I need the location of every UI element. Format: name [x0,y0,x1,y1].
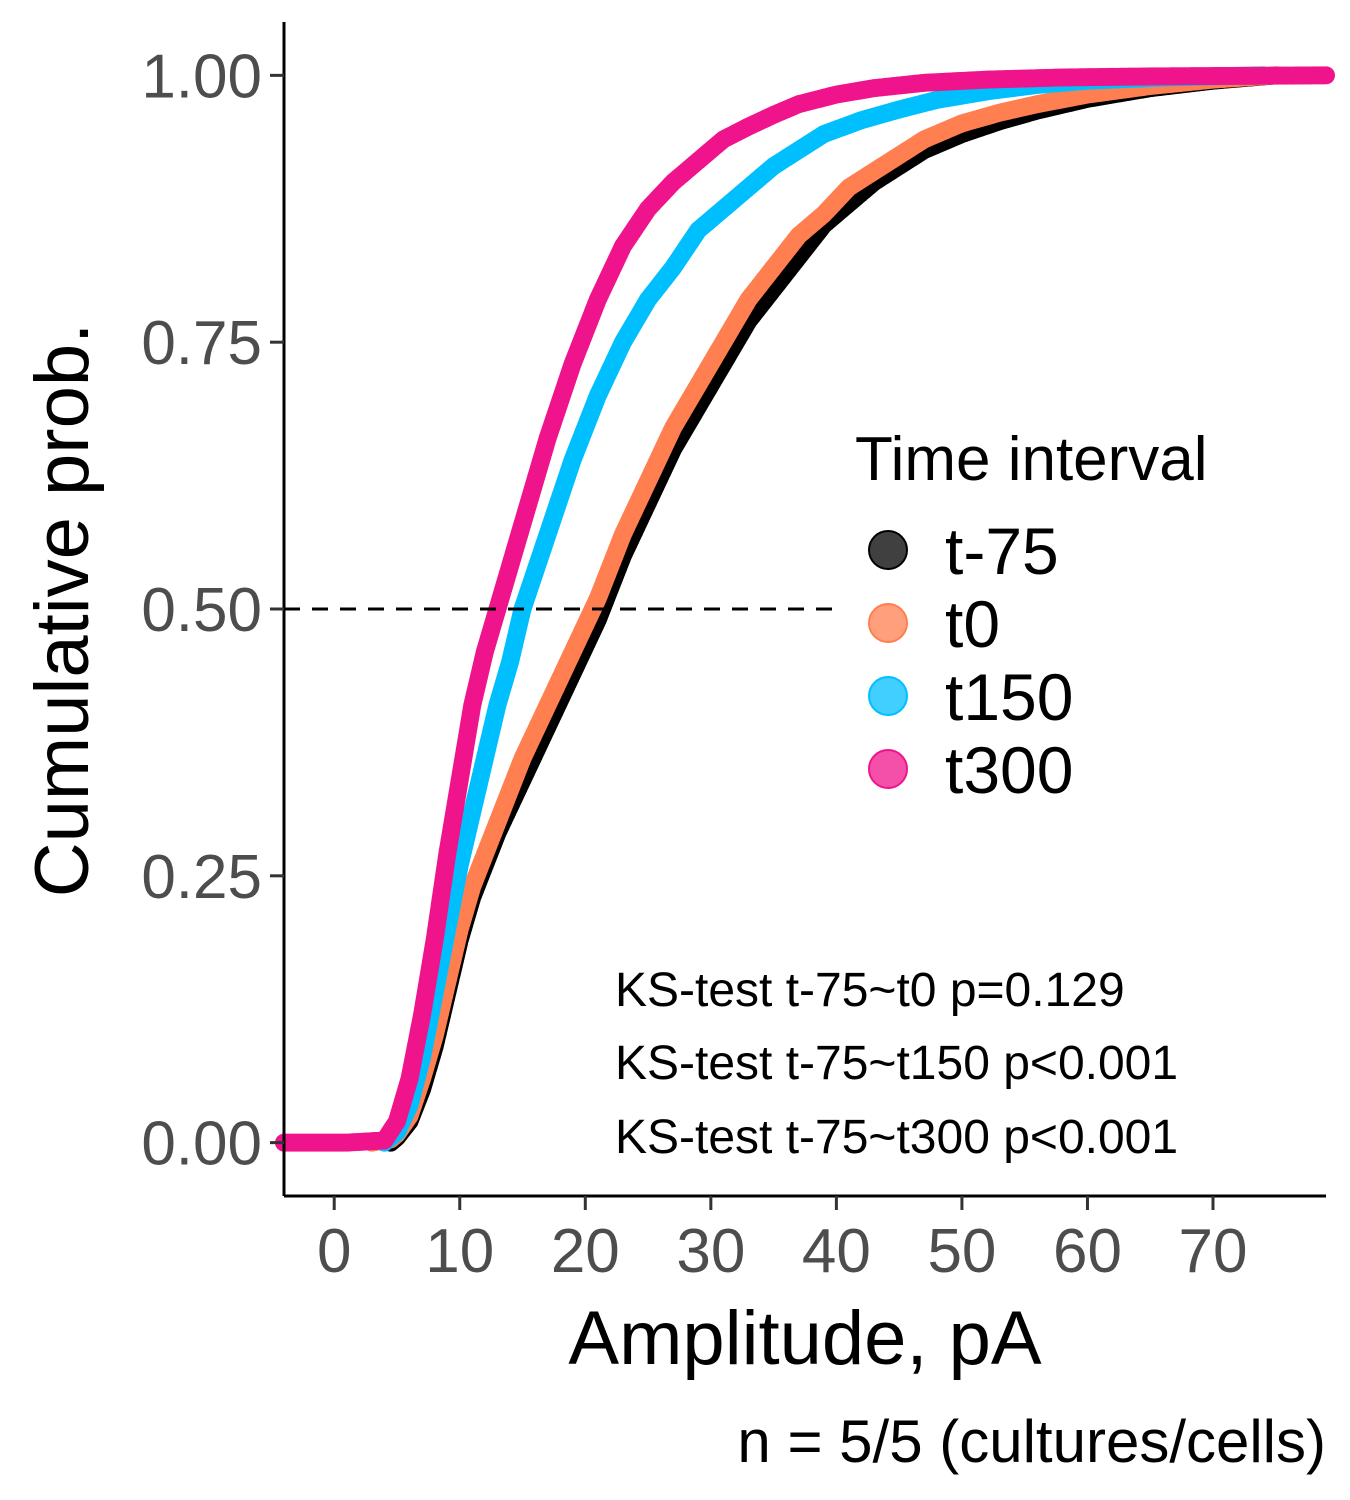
x-axis-title: Amplitude, pA [568,1296,1041,1381]
ks-annotation-1: KS-test t-75~t0 p=0.129 [615,964,1125,1017]
tick-labels: 0 10 20 30 40 50 60 70 0.00 0.25 0.50 0.75 1.00 [141,42,1247,1286]
x-tick-label: 20 [551,1217,620,1286]
ks-test-annotations: KS-test t-75~t0 p=0.129 KS-test t-75~t15… [615,964,1178,1164]
legend-key-t0 [868,603,908,643]
y-tick-label: 0.25 [141,843,262,912]
y-tick-label: 0.50 [141,576,262,645]
x-tick-label: 10 [425,1217,494,1286]
y-tick-label: 1.00 [141,42,262,111]
x-tick-label: 70 [1179,1217,1248,1286]
legend-label-t300: t300 [945,733,1073,807]
data-point [1317,66,1335,85]
x-tick-label: 0 [317,1217,351,1286]
series-t300 [275,66,1335,1152]
x-tick-label: 50 [927,1217,996,1286]
y-tick-label: 0.00 [141,1110,262,1179]
legend-key-t-75 [868,530,908,570]
x-tick-label: 40 [802,1217,871,1286]
y-axis-title: Cumulative prob. [20,323,105,898]
legend-label-t-75: t-75 [945,514,1059,588]
x-tick-label: 60 [1053,1217,1122,1286]
series-t0 [362,66,1285,1152]
legend-label-t0: t0 [945,587,1000,661]
ks-annotation-2: KS-test t-75~t150 p<0.001 [615,1037,1178,1090]
ks-annotation-3: KS-test t-75~t300 p<0.001 [615,1111,1178,1164]
y-tick-label: 0.75 [141,309,262,378]
legend-key-t300 [868,749,908,789]
caption: n = 5/5 (cultures/cells) [737,1408,1326,1475]
legend-title: Time interval [855,425,1208,494]
x-tick-label: 30 [676,1217,745,1286]
legend-key-t150 [868,676,908,716]
legend-label-t150: t150 [945,660,1073,734]
plot-points [275,66,1335,1152]
